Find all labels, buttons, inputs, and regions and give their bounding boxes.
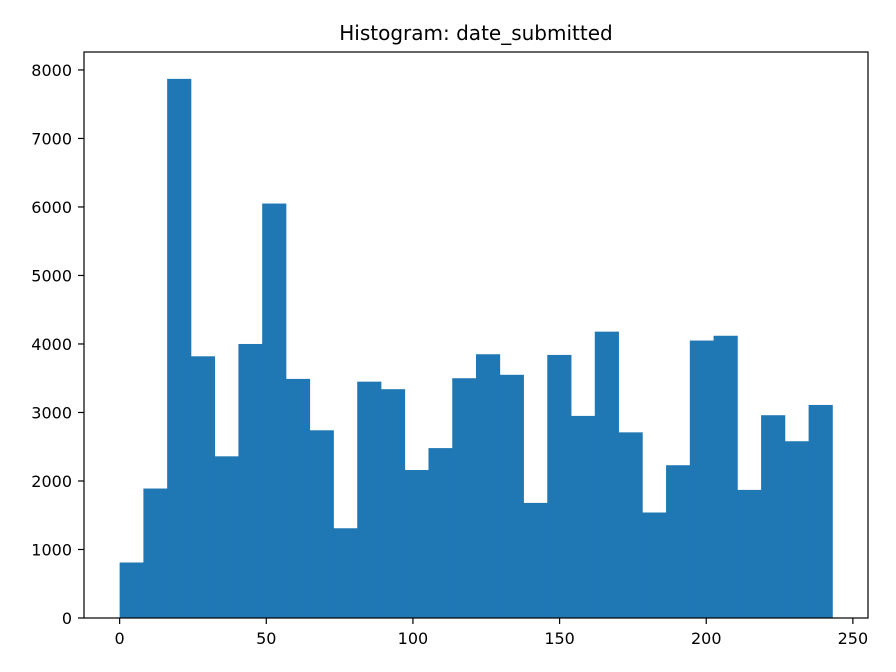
histogram-bar bbox=[190, 356, 216, 618]
histogram-bar bbox=[262, 203, 287, 618]
histogram-bar bbox=[761, 415, 786, 618]
histogram-bar bbox=[333, 528, 358, 618]
histogram-bar bbox=[713, 335, 738, 618]
histogram-bar bbox=[309, 430, 334, 618]
x-tick-label: 200 bbox=[691, 629, 722, 648]
histogram-bar bbox=[428, 448, 453, 618]
chart-title: Histogram: date_submitted bbox=[339, 21, 612, 45]
histogram-bar bbox=[238, 343, 263, 618]
y-tick-label: 3000 bbox=[31, 403, 72, 422]
x-tick-label: 100 bbox=[398, 629, 429, 648]
histogram-bar bbox=[357, 381, 382, 618]
y-tick-label: 8000 bbox=[31, 61, 72, 80]
histogram-bar bbox=[618, 432, 643, 618]
y-tick-label: 4000 bbox=[31, 335, 72, 354]
y-tick-label: 2000 bbox=[31, 472, 72, 491]
y-axis: 0 1000 2000 3000 4000 5000 6000 7000 8000 bbox=[31, 61, 84, 628]
histogram-bar bbox=[167, 78, 192, 619]
histogram-bar bbox=[452, 378, 477, 618]
histogram-bar bbox=[642, 512, 667, 618]
histogram-bar bbox=[404, 470, 429, 618]
histogram-bar bbox=[214, 456, 239, 618]
y-tick-label: 1000 bbox=[31, 540, 72, 559]
histogram-bar bbox=[689, 340, 714, 618]
bars-group bbox=[119, 78, 833, 619]
histogram-bar bbox=[499, 374, 524, 618]
histogram-bar bbox=[666, 465, 691, 618]
y-tick-label: 0 bbox=[62, 609, 72, 628]
x-tick-label: 250 bbox=[838, 629, 869, 648]
histogram-bar bbox=[737, 489, 762, 618]
plot-frame bbox=[83, 51, 869, 619]
histogram-bar bbox=[143, 488, 168, 618]
x-tick-label: 50 bbox=[256, 629, 276, 648]
histogram-bar bbox=[571, 415, 596, 618]
histogram-bar bbox=[594, 331, 619, 618]
x-tick-label: 150 bbox=[544, 629, 575, 648]
histogram-bar bbox=[547, 354, 572, 618]
y-tick-label: 6000 bbox=[31, 198, 72, 217]
x-axis: 0 50 100 150 200 250 bbox=[115, 618, 869, 648]
histogram-bar bbox=[784, 441, 810, 618]
histogram-bar bbox=[523, 502, 548, 618]
y-tick-label: 5000 bbox=[31, 266, 72, 285]
histogram-bar bbox=[380, 389, 406, 618]
histogram-bar bbox=[119, 562, 144, 618]
x-tick-label: 0 bbox=[115, 629, 125, 648]
histogram-bar bbox=[476, 354, 501, 618]
histogram-bar bbox=[808, 404, 833, 618]
y-tick-label: 7000 bbox=[31, 129, 72, 148]
histogram-bar bbox=[285, 378, 311, 618]
